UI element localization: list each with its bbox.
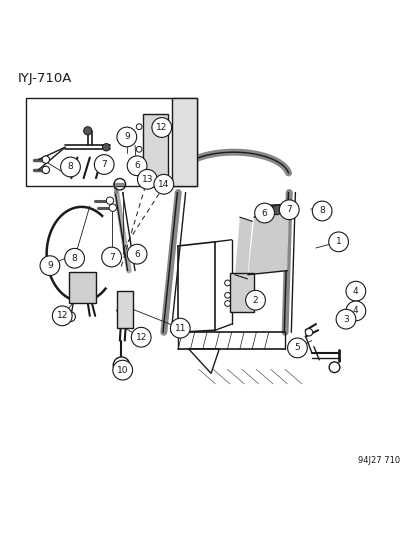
Text: 8: 8 [67, 163, 73, 172]
FancyBboxPatch shape [143, 115, 168, 178]
Text: 13: 13 [141, 175, 153, 184]
Text: 7: 7 [109, 253, 114, 262]
Circle shape [152, 118, 171, 138]
Circle shape [60, 157, 80, 177]
Circle shape [127, 156, 147, 175]
Circle shape [106, 197, 114, 204]
Circle shape [52, 306, 72, 326]
Circle shape [279, 200, 298, 220]
Text: 14: 14 [158, 180, 169, 189]
Circle shape [271, 205, 281, 215]
Circle shape [137, 169, 157, 189]
Circle shape [136, 124, 142, 130]
Text: 4: 4 [352, 306, 358, 316]
Circle shape [116, 127, 136, 147]
Text: 2: 2 [252, 296, 258, 305]
Circle shape [113, 360, 132, 380]
Circle shape [136, 165, 142, 171]
Circle shape [335, 309, 355, 329]
Circle shape [328, 232, 348, 252]
Circle shape [109, 204, 116, 212]
Polygon shape [235, 217, 252, 279]
Text: 8: 8 [71, 254, 77, 263]
Circle shape [42, 166, 50, 174]
Text: 6: 6 [134, 161, 140, 170]
Circle shape [127, 244, 147, 264]
Circle shape [345, 301, 365, 321]
FancyBboxPatch shape [69, 272, 96, 303]
Text: 7: 7 [286, 205, 292, 214]
Text: 6: 6 [134, 249, 140, 259]
Circle shape [224, 293, 230, 298]
Text: 12: 12 [57, 311, 68, 320]
Text: 3: 3 [342, 314, 348, 324]
Text: 11: 11 [174, 324, 185, 333]
Circle shape [254, 203, 274, 223]
Text: 12: 12 [135, 333, 147, 342]
Circle shape [304, 329, 312, 336]
Text: 4: 4 [352, 287, 358, 296]
Circle shape [42, 156, 50, 163]
Text: 10: 10 [116, 366, 128, 375]
FancyBboxPatch shape [116, 291, 133, 328]
Circle shape [102, 247, 121, 267]
Circle shape [154, 174, 173, 194]
Circle shape [102, 143, 110, 151]
Text: 1: 1 [335, 237, 341, 246]
Circle shape [65, 312, 75, 321]
Text: 7: 7 [101, 160, 107, 169]
Text: 12: 12 [156, 123, 167, 132]
FancyBboxPatch shape [229, 273, 254, 312]
Circle shape [287, 338, 306, 358]
Circle shape [328, 362, 339, 373]
Circle shape [311, 201, 331, 221]
FancyBboxPatch shape [26, 98, 196, 187]
Text: 6: 6 [261, 208, 267, 217]
Text: 9: 9 [47, 261, 53, 270]
Text: 9: 9 [123, 133, 129, 141]
Circle shape [170, 318, 190, 338]
FancyBboxPatch shape [172, 98, 196, 187]
Circle shape [117, 361, 125, 369]
Circle shape [94, 155, 114, 174]
Circle shape [245, 290, 265, 310]
Circle shape [345, 281, 365, 301]
Circle shape [224, 301, 230, 306]
Circle shape [136, 147, 142, 152]
Circle shape [224, 280, 230, 286]
Text: 5: 5 [294, 343, 299, 352]
Circle shape [40, 256, 59, 276]
Text: IYJ-710A: IYJ-710A [18, 72, 72, 85]
Circle shape [113, 357, 129, 374]
Circle shape [83, 127, 92, 135]
Polygon shape [247, 201, 289, 274]
Circle shape [131, 327, 151, 347]
Circle shape [64, 248, 84, 268]
Text: 8: 8 [318, 206, 324, 215]
Text: 94J27 710: 94J27 710 [357, 456, 399, 465]
